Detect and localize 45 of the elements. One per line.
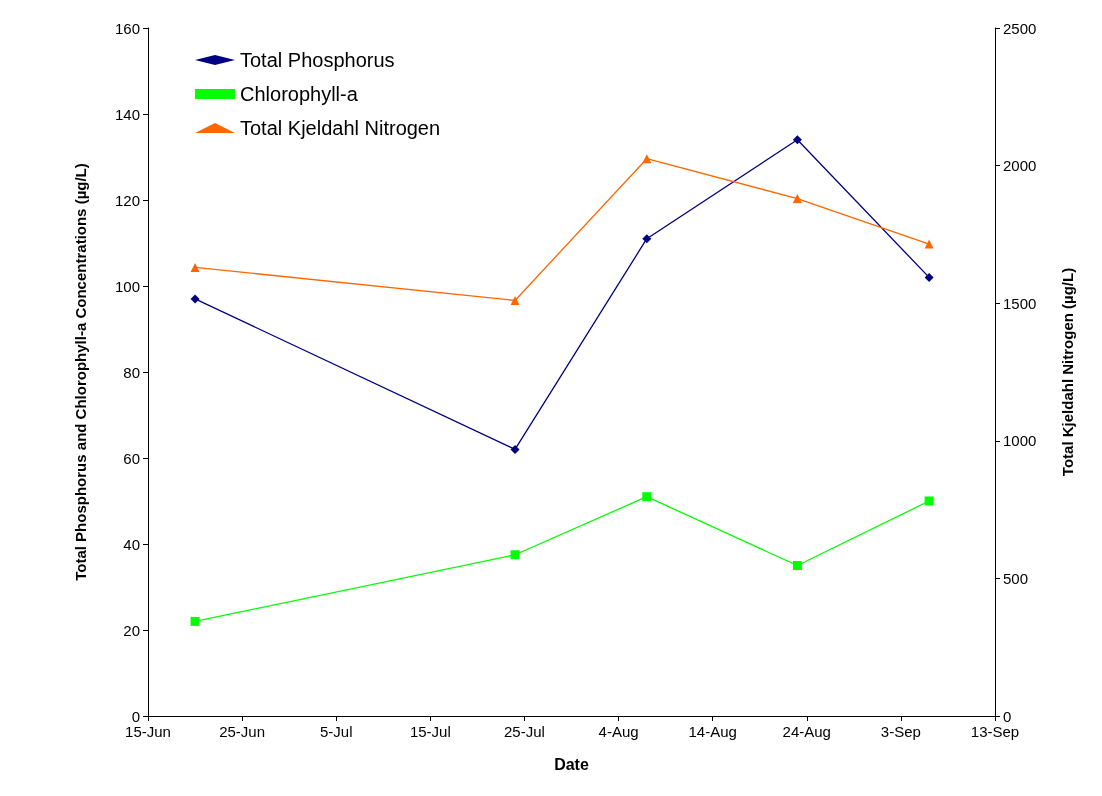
point <box>792 561 802 570</box>
point <box>510 550 520 560</box>
y-tick-label: 100 <box>114 277 140 295</box>
x-tick-label: 25-Jul <box>504 723 545 740</box>
x-tick-label: 24-Aug <box>782 723 831 740</box>
point <box>642 492 652 502</box>
x-tick-label: 4-Aug <box>598 723 639 740</box>
y2-tick-label: 500 <box>1003 569 1029 587</box>
x-axis-title: Date <box>554 755 589 773</box>
point <box>190 294 200 304</box>
y-tick-label: 60 <box>123 449 140 467</box>
legend-label: Chlorophyll-a <box>240 83 359 105</box>
y2-tick-label: 2500 <box>1003 19 1037 37</box>
point <box>924 272 934 282</box>
legend-label: Total Phosphorus <box>240 49 395 71</box>
x-tick-label: 5-Jul <box>319 723 353 740</box>
x-tick-label: 13-Sep <box>970 723 1020 740</box>
y-tick-label: 160 <box>114 19 140 37</box>
point <box>642 234 652 244</box>
y-tick-label: 120 <box>114 191 140 209</box>
point <box>792 135 802 145</box>
x-tick-label: 14-Aug <box>688 723 737 740</box>
x-tick-label: 15-Jun <box>125 723 171 740</box>
y-tick-label: 0 <box>131 707 140 725</box>
point <box>792 194 802 204</box>
y2-tick-label: 0 <box>1003 707 1012 725</box>
y2-tick-label: 1000 <box>1003 432 1037 450</box>
x-tick-label: 3-Sep <box>880 723 921 740</box>
point <box>190 262 200 272</box>
y-axis-title: Total Phosphorus and Chlorophyll-a Concentrations (µg/L) <box>71 163 89 581</box>
point <box>510 295 520 305</box>
point <box>190 616 200 626</box>
x-tick-label: 15-Jul <box>409 723 451 740</box>
y-tick-label: 20 <box>123 621 140 639</box>
y2-tick-label: 1500 <box>1003 294 1037 312</box>
point <box>510 444 520 454</box>
point <box>924 496 934 506</box>
y-tick-label: 80 <box>123 363 140 381</box>
y2-tick-label: 2000 <box>1003 157 1037 175</box>
y2-axis-title: Total Kjeldahl Nitrogen (µg/L) <box>1058 267 1076 477</box>
y-tick-label: 40 <box>123 535 140 553</box>
y-tick-label: 140 <box>114 105 140 123</box>
point <box>924 239 934 249</box>
x-tick-label: 25-Jun <box>219 723 266 740</box>
legend-label: Total Kjeldahl Nitrogen <box>240 117 441 139</box>
